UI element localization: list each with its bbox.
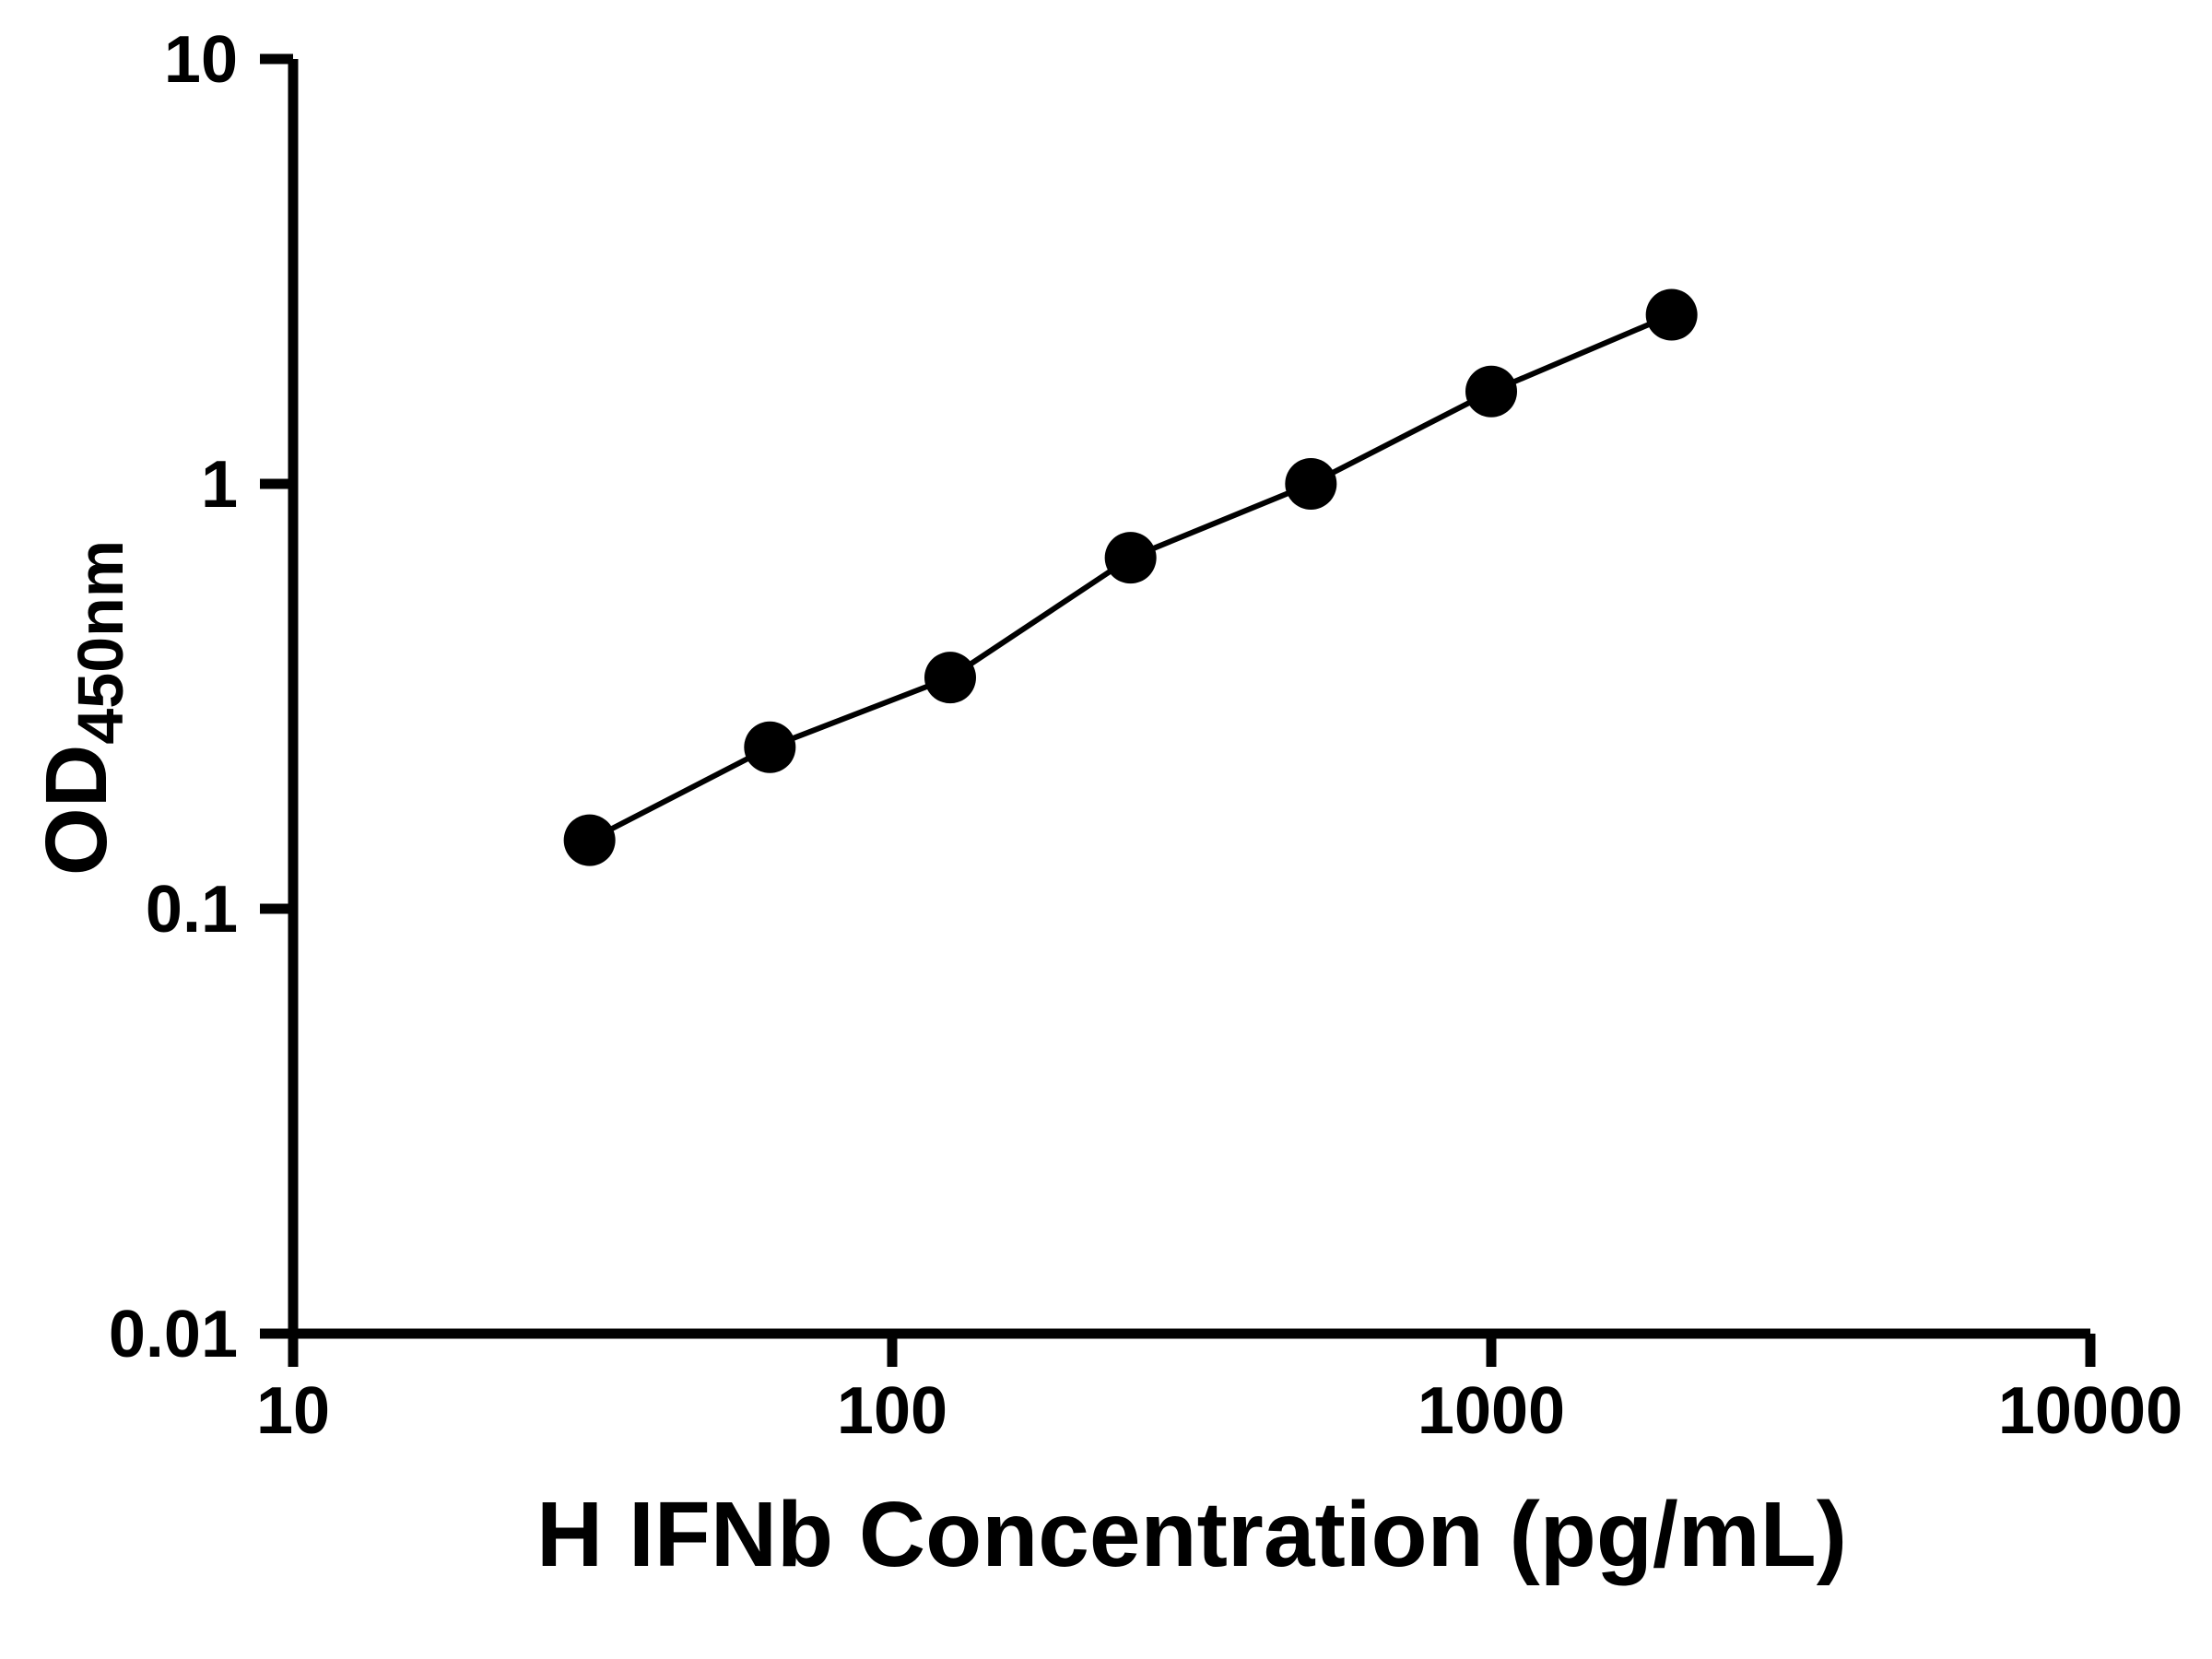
data-point xyxy=(1285,458,1337,510)
y-tick-label: 10 xyxy=(164,23,238,97)
y-axis-label-main: OD xyxy=(28,744,125,877)
x-tick-label: 100 xyxy=(837,1374,947,1448)
data-point xyxy=(1645,288,1698,341)
y-axis-label: OD450nm xyxy=(28,539,136,876)
data-point xyxy=(924,652,976,704)
x-axis-label: H IFNb Concentration (pg/mL) xyxy=(535,1483,1848,1586)
data-point xyxy=(744,721,796,773)
y-tick-label: 1 xyxy=(201,448,238,522)
x-tick-label: 1000 xyxy=(1418,1374,1565,1448)
y-tick-label: 0.01 xyxy=(109,1298,238,1371)
x-tick-label: 10 xyxy=(256,1374,330,1448)
y-axis-label-subscript: 450nm xyxy=(65,539,136,745)
data-point xyxy=(1104,532,1157,584)
data-point xyxy=(1465,365,1517,418)
axes-spine xyxy=(288,59,2090,1339)
y-tick-label: 0.1 xyxy=(146,873,238,947)
x-tick-label: 10000 xyxy=(1998,1374,2183,1448)
data-point xyxy=(563,814,616,866)
